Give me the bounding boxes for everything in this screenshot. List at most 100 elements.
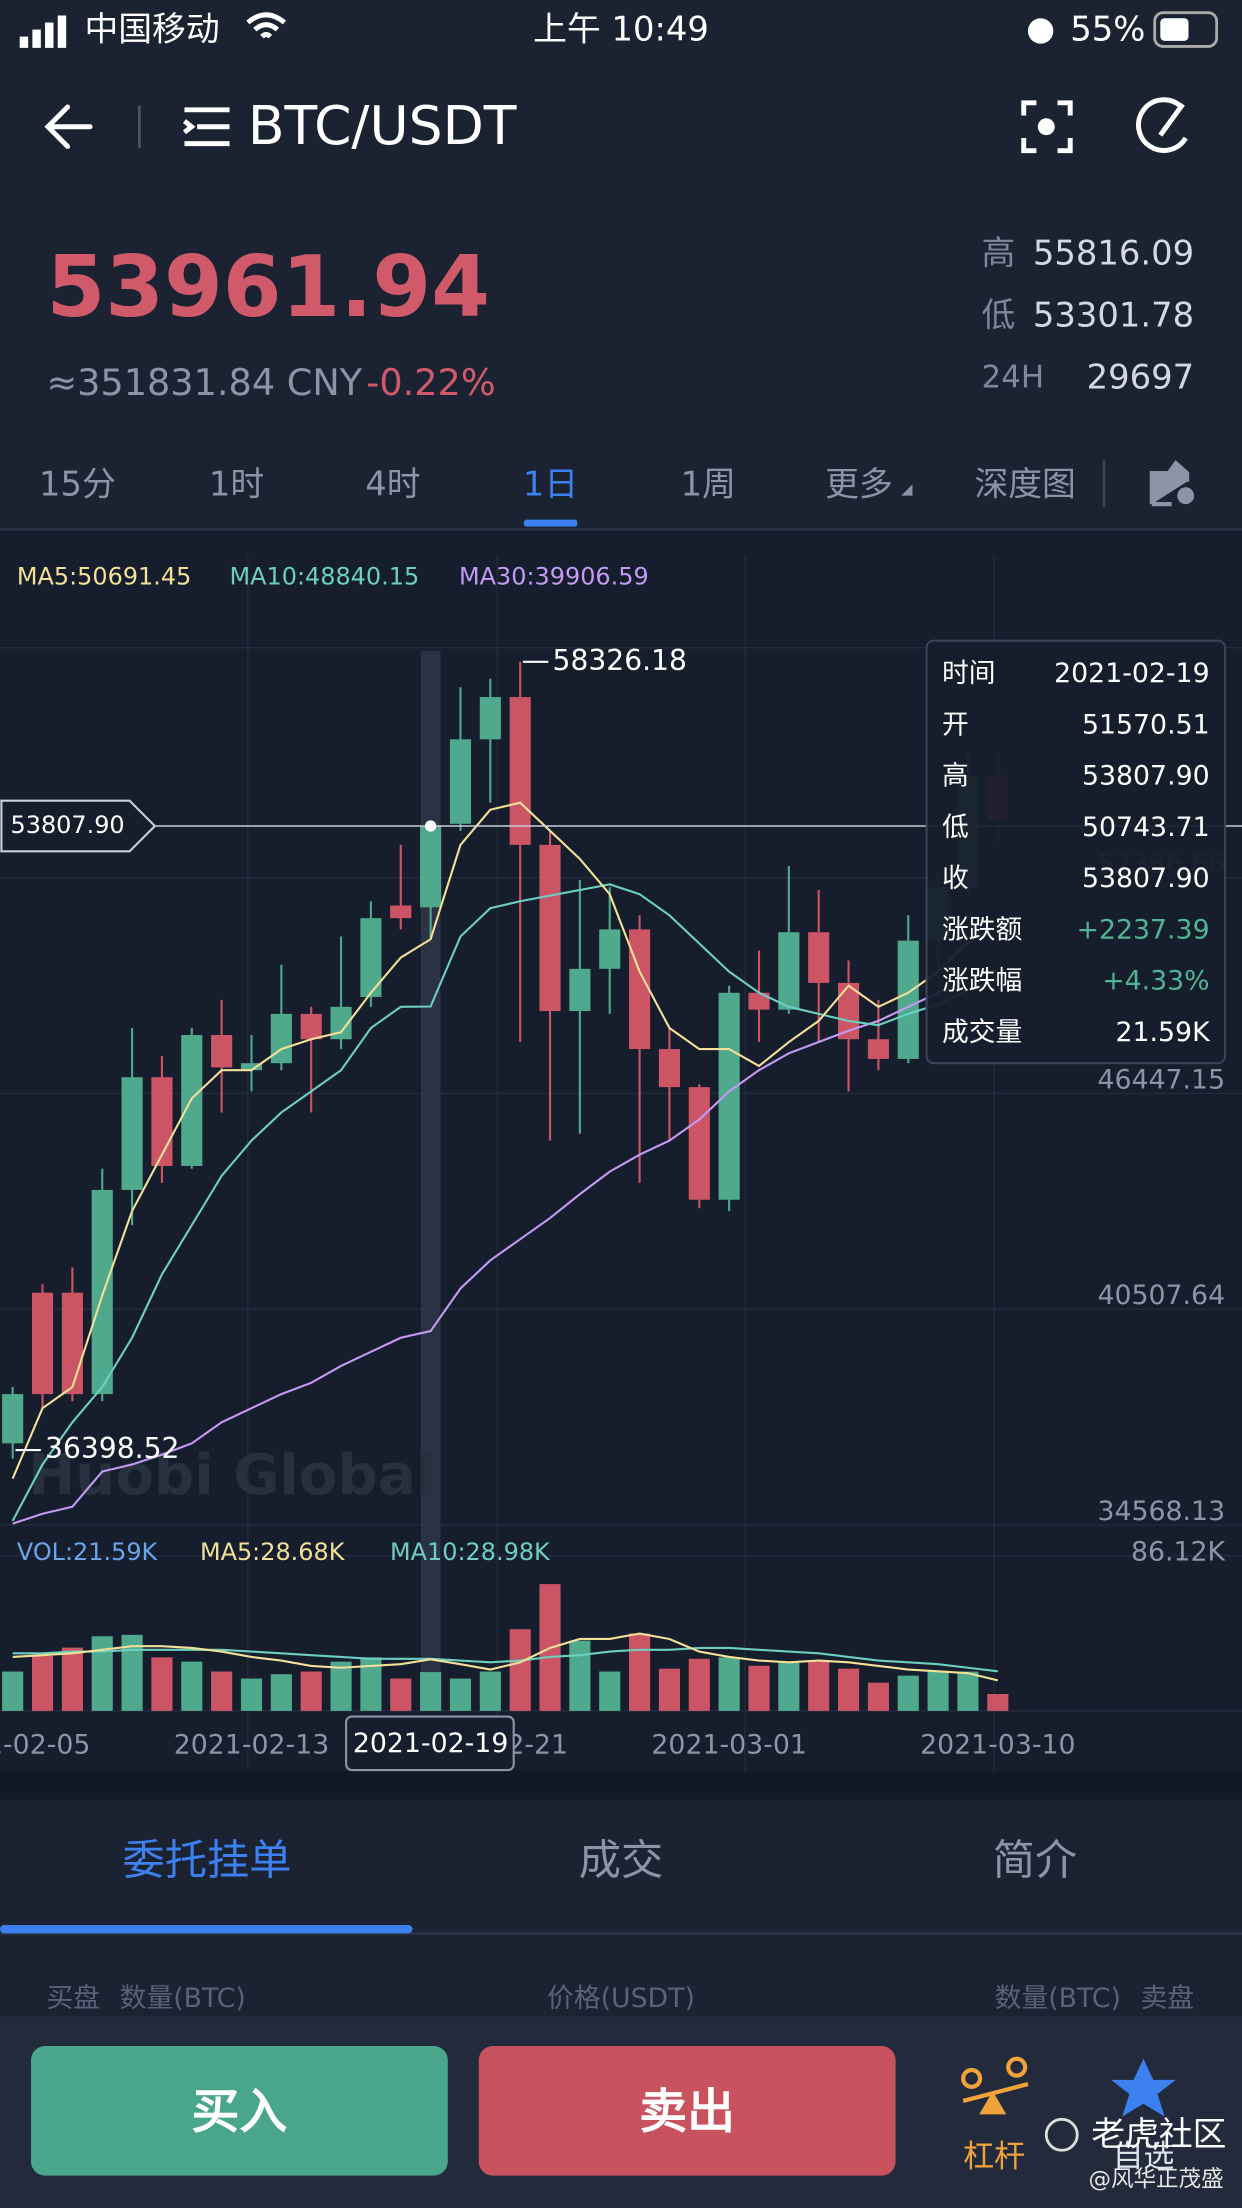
watchlist-button[interactable]: 自选 [1111,2058,1176,2175]
ma5-line [11,801,999,1479]
tooltip-value: +2237.39 [1077,914,1210,945]
period-tabs: 15分 1时 4时 1日 1周 更多 深度图 [0,460,1242,531]
candle-body [270,1013,292,1064]
period-tab[interactable]: 1时 [209,464,264,503]
volume-bar [121,1634,143,1711]
screenshot-button[interactable] [1021,100,1073,154]
crosshair-band [420,650,441,1711]
ma10-line [12,1646,998,1673]
volume-bar [509,1629,531,1711]
volume-bar [808,1661,830,1711]
candle-body [658,1049,681,1088]
volume-bar [151,1657,173,1711]
crosshair-label: 53807.90 [11,811,125,839]
bottom-tabs: 委托挂单 成交 简介 [0,1835,1242,1935]
volume-bar [927,1671,949,1711]
ma10-legend: MA10:48840.15 [230,562,420,590]
x-tick-label: 2021-02-13 [174,1730,329,1761]
tab[interactable]: 委托挂单 [123,1835,292,1884]
alarm-icon [1027,18,1054,44]
volume-bar [420,1672,442,1711]
candle-body [31,1292,54,1395]
tooltip-label: 低 [942,812,969,843]
clock: 上午 10:49 [533,9,709,48]
y-tick-label: 86.12K [1131,1537,1227,1568]
period-tab[interactable]: 1周 [681,464,736,503]
x-tick-label: 2021-02-05 [0,1730,90,1761]
y-tick-label: 46447.15 [1097,1064,1225,1095]
low-label: 低 [981,295,1015,334]
tab[interactable]: 简介 [993,1835,1077,1884]
settings-icon[interactable] [1149,460,1190,507]
signal-bar [32,29,41,48]
back-button[interactable] [44,104,93,149]
volume-bar [31,1656,54,1711]
refresh-needle [1158,102,1185,137]
volume-bar [658,1668,681,1711]
leverage-icon [1006,2056,1028,2078]
candle-body [509,697,531,845]
overlay-author: @风华正茂盛 [1089,2166,1224,2192]
volume-bar [211,1671,233,1711]
candle-body [897,940,919,1059]
leverage-button[interactable]: 杠杆 [961,2056,1029,2175]
tooltip-label: 收 [942,863,969,894]
candle-body [718,992,740,1200]
x-tick-label: 2021-03-10 [920,1730,1075,1761]
vol-legend: VOL:21.59K [17,1538,159,1566]
max-label: 58326.18 [553,644,687,677]
candle-body [479,697,501,740]
period-tab[interactable]: 15分 [39,464,116,503]
section-gap [0,1771,1242,1800]
candle-body [330,1006,352,1040]
period-tab[interactable]: 深度图 [974,464,1075,503]
volume-value: 29697 [1087,357,1194,396]
tooltip: 时间 2021-02-19 开 51570.51 高 53807.90 低 50743.71 收… [925,639,1227,1065]
candle-body [539,844,561,1012]
candle-body [867,1039,889,1059]
leverage-icon [962,2082,1029,2115]
change-percent: -0.22% [366,361,496,404]
candle-body [569,968,591,1012]
volume-bar [957,1671,979,1711]
volume-bar [181,1661,203,1711]
crosshair-dot [424,820,437,832]
tab[interactable]: 成交 [579,1835,663,1884]
orderbook-column: 数量(BTC) [120,1983,246,2014]
sell-button[interactable] [478,2046,896,2176]
candle-body [420,826,442,908]
tooltip-value: 53807.90 [1082,761,1210,792]
buy-button[interactable] [30,2046,448,2176]
candle-body [211,1035,233,1068]
volume-bar [449,1678,472,1711]
watermark: Huobi Global [28,1443,435,1508]
status-bar: 中国移动 上午 10:49 55% [19,9,1219,48]
volume-bar [837,1668,860,1711]
tooltip-value: 50743.71 [1082,812,1210,843]
ma10-line [11,883,999,1522]
vol-ma10-legend: MA10:28.98K [390,1538,551,1566]
vol-ma5-legend: MA5:28.68K [200,1538,346,1566]
period-tab[interactable]: 更多 [825,464,893,503]
selected-date: 2021-02-19 [353,1728,508,1759]
volume-bar [599,1671,621,1711]
candle-body [808,932,830,983]
refresh-button[interactable] [1136,97,1188,153]
tooltip-box [925,639,1227,1065]
min-label: 36398.52 [45,1432,179,1465]
period-tab[interactable]: 1日 [523,464,578,503]
carrier: 中国移动 [84,9,219,48]
overlay-logo [1044,2117,1079,2152]
volume-bar [748,1665,770,1711]
period-tab[interactable]: 4时 [365,464,420,503]
tooltip-label: 成交量 [942,1017,1022,1048]
candle-body [778,932,800,1010]
candle-body [629,929,651,1050]
tooltip-label: 涨跌幅 [942,966,1022,997]
cny-price: ≈351831.84 CNY [46,361,362,404]
volume-bar [390,1678,412,1711]
menu-icon[interactable] [182,107,230,147]
ma30-legend: MA30:39906.59 [459,562,649,590]
candle-body [449,739,472,824]
volume-bar [479,1671,501,1711]
